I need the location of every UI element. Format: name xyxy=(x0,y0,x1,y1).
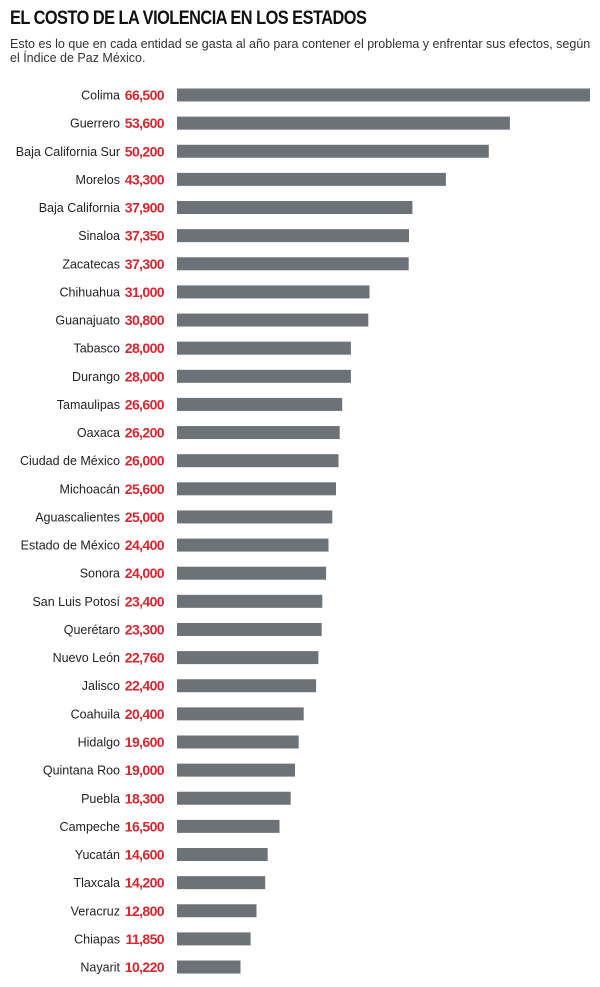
value-label: 24,000 xyxy=(125,565,165,581)
category-label: Sonora xyxy=(80,567,120,581)
category-label: Tabasco xyxy=(73,342,120,356)
value-label: 24,400 xyxy=(125,537,165,553)
value-label: 26,000 xyxy=(125,453,165,469)
bar xyxy=(177,735,299,749)
category-label: Morelos xyxy=(76,173,120,187)
category-label: Tlaxcala xyxy=(73,876,120,890)
value-label: 26,600 xyxy=(125,396,165,412)
bar xyxy=(177,932,251,946)
value-label: 31,000 xyxy=(125,284,165,300)
category-label: Baja California Sur xyxy=(16,145,120,159)
category-label: Sinaloa xyxy=(78,229,120,243)
category-label: Nuevo León xyxy=(53,651,120,665)
category-label: Hidalgo xyxy=(78,735,120,749)
category-label: Chihuahua xyxy=(60,285,121,299)
category-label: Aguascalientes xyxy=(35,510,120,524)
value-label: 53,600 xyxy=(125,115,165,131)
category-label: Querétaro xyxy=(64,623,120,637)
value-label: 12,800 xyxy=(125,903,165,919)
bar xyxy=(177,313,369,327)
category-label: Michoacán xyxy=(60,482,120,496)
bar xyxy=(177,510,333,524)
value-label: 26,200 xyxy=(125,425,165,441)
category-label: Ciudad de México xyxy=(20,454,120,468)
bar xyxy=(177,454,339,468)
value-label: 10,220 xyxy=(125,959,165,975)
bar xyxy=(177,651,319,665)
value-label: 37,900 xyxy=(125,200,165,216)
bar xyxy=(177,172,446,186)
bar xyxy=(177,257,409,271)
bar xyxy=(177,88,590,102)
value-label: 28,000 xyxy=(125,368,165,384)
value-label: 50,200 xyxy=(125,143,165,159)
category-label: Quintana Roo xyxy=(43,764,120,778)
value-label: 19,000 xyxy=(125,762,165,778)
bar xyxy=(177,229,409,243)
category-label: Jalisco xyxy=(82,679,120,693)
bar xyxy=(177,482,336,496)
value-label: 28,000 xyxy=(125,340,165,356)
bar xyxy=(177,538,329,552)
bar xyxy=(177,566,327,580)
category-label: Colima xyxy=(81,89,120,103)
category-label: Estado de México xyxy=(21,539,120,553)
bar xyxy=(177,904,257,918)
bar xyxy=(177,285,370,299)
bar xyxy=(177,144,489,158)
bar xyxy=(177,594,323,608)
bar xyxy=(177,201,413,215)
value-label: 14,600 xyxy=(125,847,165,863)
category-label: Puebla xyxy=(81,792,120,806)
value-label: 23,400 xyxy=(125,593,165,609)
value-label: 43,300 xyxy=(125,171,165,187)
value-label: 23,300 xyxy=(125,621,165,637)
chart-subtitle: Esto es lo que en cada entidad se gasta … xyxy=(10,37,591,65)
bar xyxy=(177,819,280,833)
category-label: Tamaulipas xyxy=(57,398,120,412)
bar xyxy=(177,622,322,636)
bar xyxy=(177,426,340,440)
category-label: Zacatecas xyxy=(62,257,120,271)
category-label: Durango xyxy=(72,370,120,384)
value-label: 19,600 xyxy=(125,734,165,750)
bar xyxy=(177,369,351,383)
value-label: 20,400 xyxy=(125,706,165,722)
bar xyxy=(177,341,351,355)
value-label: 25,600 xyxy=(125,481,165,497)
category-label: Baja California xyxy=(39,201,120,215)
bar xyxy=(177,960,241,974)
bar xyxy=(177,397,343,411)
category-label: Guerrero xyxy=(70,117,120,131)
value-label: 66,500 xyxy=(125,87,165,103)
bar xyxy=(177,763,295,777)
category-label: Chiapas xyxy=(74,932,120,946)
value-label: 22,400 xyxy=(125,678,165,694)
bar xyxy=(177,791,291,805)
value-label: 25,000 xyxy=(125,509,165,525)
category-label: Coahuila xyxy=(71,707,120,721)
value-label: 18,300 xyxy=(125,790,165,806)
bar xyxy=(177,848,268,862)
category-label: Veracruz xyxy=(71,904,120,918)
value-label: 16,500 xyxy=(125,818,165,834)
bar xyxy=(177,707,304,721)
value-label: 14,200 xyxy=(125,875,165,891)
chart-title: EL COSTO DE LA VIOLENCIA EN LOS ESTADOS xyxy=(10,8,367,29)
bar xyxy=(177,679,317,693)
value-label: 22,760 xyxy=(125,650,165,666)
category-label: Oaxaca xyxy=(77,426,120,440)
category-label: Yucatán xyxy=(75,848,120,862)
category-label: San Luis Potosí xyxy=(32,595,120,609)
bar xyxy=(177,116,510,130)
value-label: 37,300 xyxy=(125,256,165,272)
category-label: Guanajuato xyxy=(55,314,120,328)
value-label: 30,800 xyxy=(125,312,165,328)
value-label: 37,350 xyxy=(125,228,165,244)
category-label: Nayarit xyxy=(80,961,120,975)
value-label: 11,850 xyxy=(126,931,165,947)
category-label: Campeche xyxy=(60,820,120,834)
bar xyxy=(177,876,266,890)
